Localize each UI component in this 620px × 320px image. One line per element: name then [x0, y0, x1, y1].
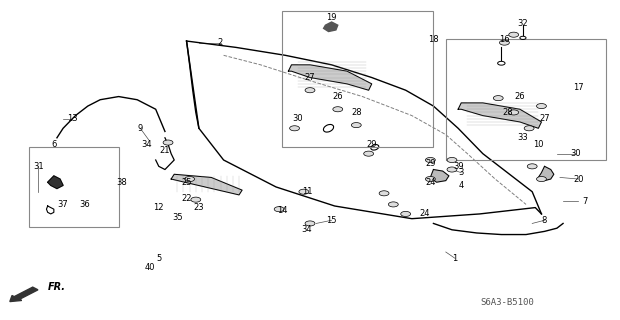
Polygon shape [430, 170, 449, 182]
Text: 3: 3 [459, 168, 464, 177]
Text: 10: 10 [533, 140, 544, 148]
Circle shape [447, 167, 457, 172]
Text: 18: 18 [428, 35, 439, 44]
Text: 36: 36 [79, 200, 90, 209]
Polygon shape [48, 176, 63, 188]
Text: 28: 28 [351, 108, 361, 117]
FancyArrow shape [10, 287, 38, 301]
Circle shape [524, 126, 534, 131]
Text: 27: 27 [304, 73, 316, 82]
Text: 9: 9 [138, 124, 143, 133]
Text: 26: 26 [515, 92, 525, 101]
Circle shape [305, 88, 315, 93]
Bar [29, 147, 118, 227]
Text: FR.: FR. [48, 282, 66, 292]
Text: 37: 37 [58, 200, 68, 209]
Text: 8: 8 [542, 216, 547, 225]
Text: 12: 12 [154, 203, 164, 212]
Text: 1: 1 [453, 254, 458, 263]
Text: 33: 33 [518, 133, 528, 142]
Text: 21: 21 [160, 146, 171, 155]
Text: 24: 24 [425, 178, 436, 187]
Text: 16: 16 [499, 35, 510, 44]
Text: 22: 22 [181, 194, 192, 203]
Circle shape [299, 189, 309, 194]
Text: 15: 15 [326, 216, 337, 225]
Circle shape [379, 191, 389, 196]
Circle shape [163, 140, 173, 145]
Circle shape [185, 177, 195, 181]
Text: 20: 20 [574, 174, 584, 184]
Circle shape [536, 104, 546, 108]
Circle shape [191, 197, 201, 202]
Circle shape [274, 207, 284, 212]
Circle shape [290, 126, 299, 131]
Circle shape [333, 107, 343, 112]
Polygon shape [288, 65, 372, 90]
Text: 39: 39 [453, 162, 463, 171]
Circle shape [509, 32, 518, 37]
Text: 5: 5 [156, 254, 161, 263]
Circle shape [447, 157, 457, 163]
Text: 34: 34 [141, 140, 152, 148]
Text: 30: 30 [570, 149, 581, 158]
Polygon shape [538, 166, 554, 180]
Text: 23: 23 [193, 203, 204, 212]
Text: 34: 34 [301, 225, 312, 234]
Circle shape [425, 157, 435, 163]
Text: 29: 29 [366, 140, 377, 148]
Text: 17: 17 [573, 83, 584, 92]
Circle shape [364, 151, 374, 156]
Polygon shape [324, 22, 338, 32]
Text: 29: 29 [425, 159, 436, 168]
Text: 28: 28 [502, 108, 513, 117]
Text: 31: 31 [33, 162, 44, 171]
Text: 4: 4 [459, 181, 464, 190]
Polygon shape [171, 174, 242, 195]
Circle shape [500, 40, 510, 45]
Text: 35: 35 [172, 212, 183, 222]
Circle shape [305, 221, 315, 226]
Text: 24: 24 [419, 209, 430, 219]
Bar [282, 11, 433, 147]
Text: 38: 38 [117, 178, 127, 187]
Text: 40: 40 [144, 263, 155, 272]
Circle shape [401, 212, 410, 216]
Circle shape [388, 202, 398, 207]
Text: 13: 13 [67, 114, 78, 123]
Circle shape [352, 123, 361, 128]
Text: 27: 27 [539, 114, 550, 123]
Text: 14: 14 [277, 206, 288, 215]
Text: 6: 6 [51, 140, 56, 148]
Circle shape [425, 177, 435, 181]
Circle shape [509, 110, 518, 115]
Text: 26: 26 [332, 92, 343, 101]
Text: 11: 11 [302, 187, 312, 196]
Text: S6A3-B5100: S6A3-B5100 [480, 298, 534, 307]
Text: 2: 2 [218, 38, 223, 47]
Circle shape [527, 164, 537, 169]
Polygon shape [458, 103, 541, 128]
Text: 25: 25 [181, 178, 192, 187]
Circle shape [494, 96, 503, 101]
Text: 19: 19 [326, 13, 337, 22]
Text: 32: 32 [518, 19, 528, 28]
Bar [446, 39, 606, 160]
Circle shape [536, 177, 546, 181]
Text: 7: 7 [582, 197, 587, 206]
Text: 30: 30 [293, 114, 303, 123]
